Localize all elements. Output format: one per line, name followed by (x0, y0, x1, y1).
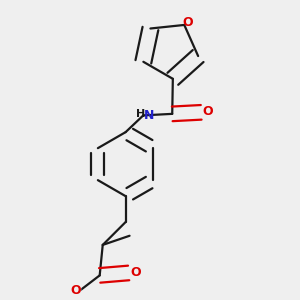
Text: O: O (130, 266, 141, 279)
Text: H: H (136, 110, 146, 119)
Text: O: O (183, 16, 193, 29)
Text: N: N (144, 109, 154, 122)
Text: O: O (202, 105, 213, 118)
Text: O: O (70, 284, 81, 297)
